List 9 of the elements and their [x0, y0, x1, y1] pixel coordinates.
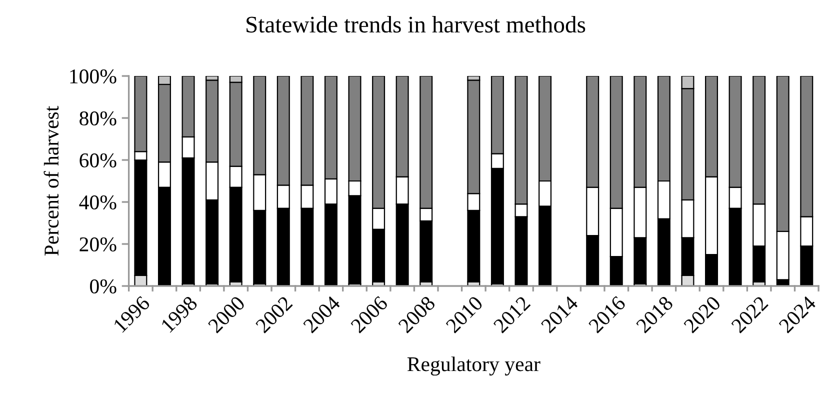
- y-tick-label: 60%: [80, 153, 116, 168]
- y-axis-title: Percent of harvest: [44, 106, 59, 256]
- x-axis-title: Regulatory year: [407, 356, 540, 376]
- y-tick-label: 80%: [80, 111, 116, 126]
- chart-title: Statewide trends in harvest methods: [246, 16, 586, 33]
- y-tick-label: 20%: [80, 237, 116, 252]
- y-tick-label: 100%: [70, 69, 116, 84]
- y-tick-label: 40%: [79, 195, 116, 210]
- y-tick-label: 0%: [90, 279, 116, 294]
